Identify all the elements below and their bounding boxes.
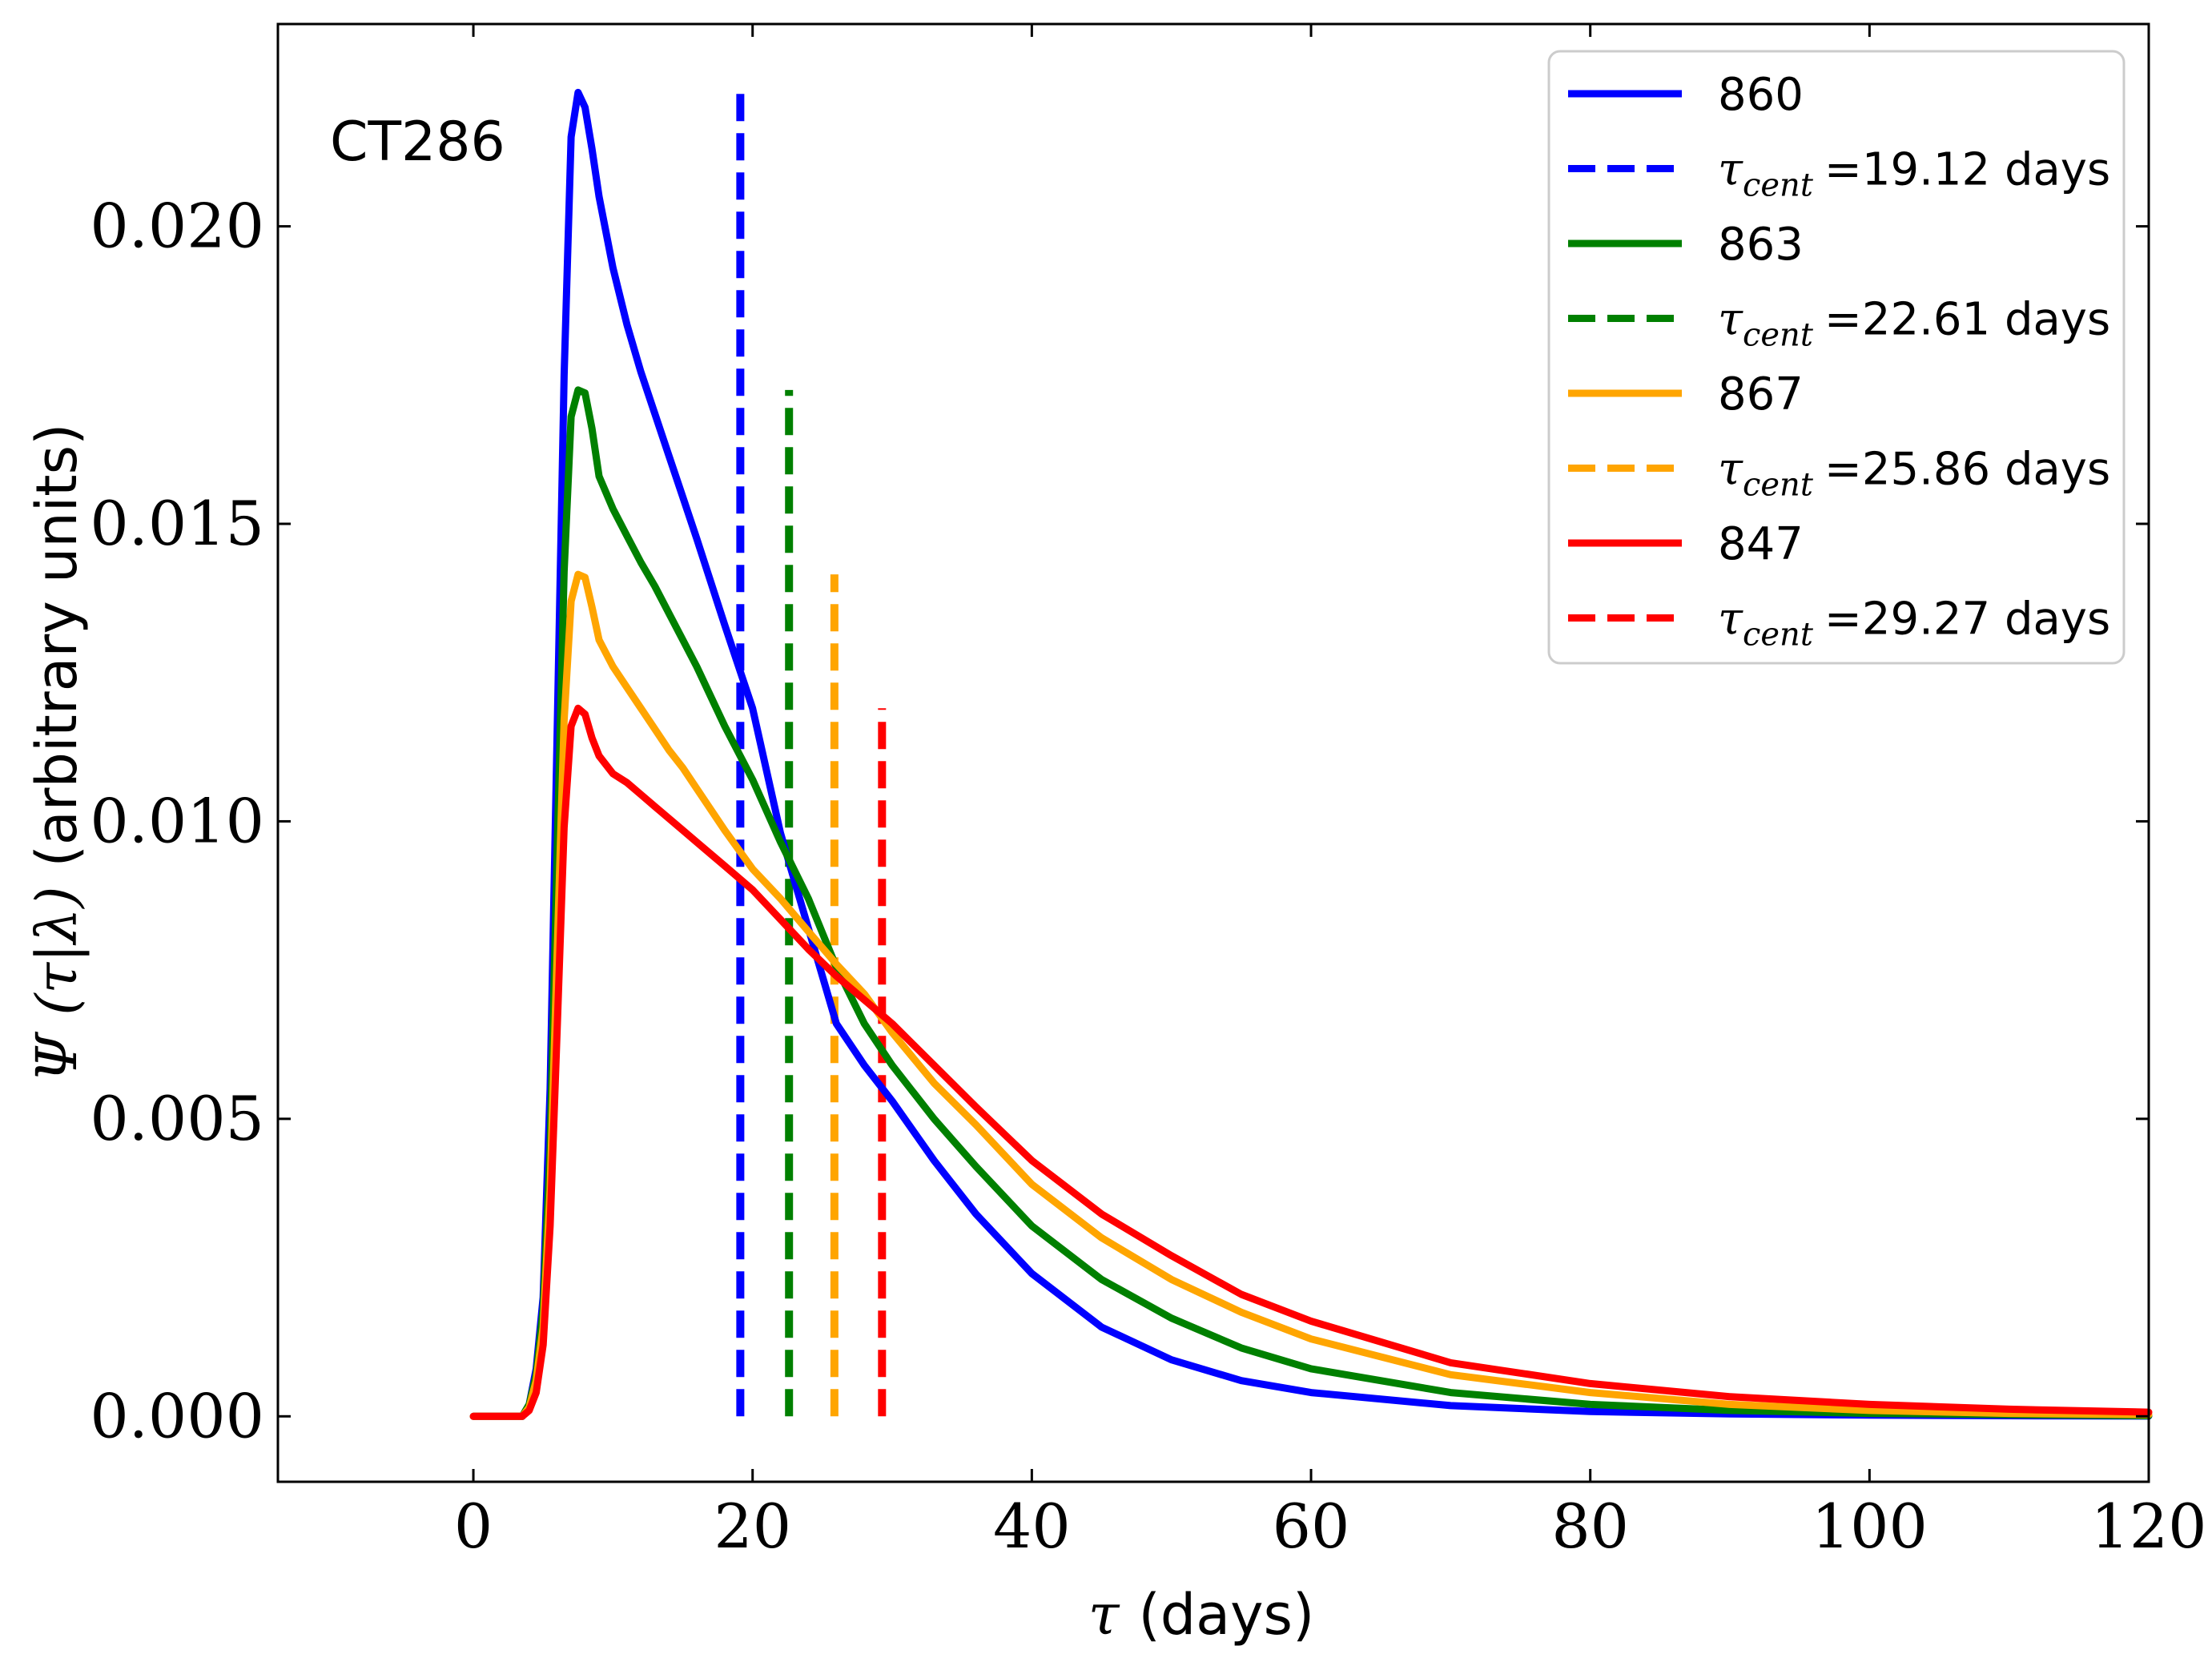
legend-label-867: 867 bbox=[1718, 368, 1804, 421]
y-tick-label: 0.015 bbox=[90, 488, 264, 559]
legend-centroid-label-847: τcent =29.27 days bbox=[1718, 594, 2110, 654]
series-line-863 bbox=[469, 386, 2153, 1420]
y-tick-label: 0.005 bbox=[90, 1083, 264, 1154]
legend-centroid-label-867: τcent =25.86 days bbox=[1718, 444, 2110, 504]
x-tick-label: 120 bbox=[2090, 1491, 2206, 1562]
x-tick-label: 0 bbox=[454, 1491, 493, 1562]
legend-centroid-label-860: τcent =19.12 days bbox=[1718, 144, 2110, 204]
x-axis-label-text: (days) bbox=[1138, 1582, 1314, 1648]
y-tick-label: 0.010 bbox=[90, 785, 264, 856]
x-tick-label: 20 bbox=[714, 1491, 791, 1562]
y-axis-label: Ψ (τ|λ) (arbitrary units) bbox=[24, 424, 90, 1083]
legend-label-847: 847 bbox=[1718, 518, 1804, 570]
y-tick-label: 0.000 bbox=[90, 1380, 264, 1451]
x-axis-label-symbol: τ bbox=[1088, 1582, 1120, 1648]
x-tick-label: 60 bbox=[1273, 1491, 1350, 1562]
series-line-847 bbox=[469, 704, 2153, 1420]
series-layer bbox=[469, 88, 2153, 1420]
legend-centroid-label-863: τcent =22.61 days bbox=[1718, 294, 2110, 354]
ticks-layer: 0 20 40 60 80 100 120 0.000 0.005 0.010 0.015 0.020 bbox=[90, 24, 2207, 1562]
x-axis-label: τ (days) bbox=[1088, 1582, 1315, 1648]
y-tick-label: 0.020 bbox=[90, 191, 264, 262]
x-tick-label: 80 bbox=[1551, 1491, 1629, 1562]
series-line-860 bbox=[469, 88, 2153, 1420]
x-tick-label: 100 bbox=[1812, 1491, 1928, 1562]
legend-box bbox=[1547, 50, 2126, 665]
y-axis-label-symbol: Ψ (τ|λ) bbox=[24, 886, 90, 1082]
y-axis-label-text: (arbitrary units) bbox=[24, 424, 90, 867]
legend-label-863: 863 bbox=[1718, 219, 1804, 271]
legend-label-860: 860 bbox=[1718, 69, 1804, 121]
legend: 860 τcent =19.12 days 863 τcent =22.61 days 86… bbox=[1547, 50, 2126, 665]
svg-text:Ψ (τ|λ) (arbitrary units: Ψ (τ|λ) (arbitrary units) bbox=[24, 424, 90, 1083]
chart-annotation: CT286 bbox=[330, 111, 505, 174]
svg-text:τ (days): τ (days) bbox=[1088, 1582, 1315, 1648]
x-tick-label: 40 bbox=[993, 1491, 1071, 1562]
plot-frame bbox=[276, 22, 2150, 1483]
